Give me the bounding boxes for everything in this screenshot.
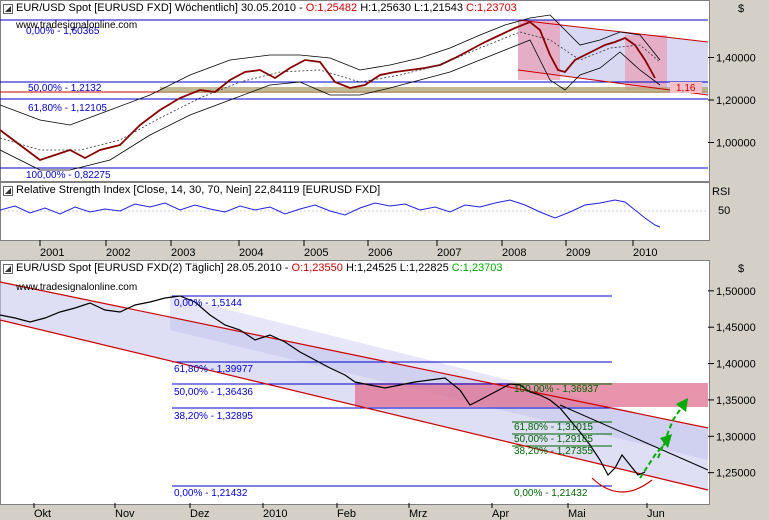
trend-line	[559, 404, 709, 471]
y-tick-label: 1,35000	[716, 395, 756, 407]
y-tick-label: 1,50000	[716, 286, 756, 298]
month-tick-label: 2010	[263, 508, 287, 520]
projection-arrow	[657, 403, 685, 459]
year-tick-label: 2010	[633, 247, 657, 259]
rsi-tick: 50	[718, 205, 730, 217]
y-tick-label: 1,45000	[716, 322, 756, 334]
year-tick-label: 2005	[304, 247, 328, 259]
year-tick-label: 2002	[106, 247, 130, 259]
fib-label-green: 50,00% - 1,29185	[514, 434, 593, 445]
fib-label: 38,20% - 1,32895	[174, 411, 253, 422]
price-tag-label: 1,16	[676, 83, 696, 94]
month-tick-label: Mrz	[409, 508, 427, 520]
year-tick-label: 2003	[171, 247, 195, 259]
fib-label: 50,00% - 1,36436	[174, 387, 253, 398]
year-tick-label: 2009	[566, 247, 590, 259]
channel-line	[0, 281, 709, 429]
y-tick-label: 1,00000	[716, 138, 756, 150]
envelope-upper	[0, 14, 661, 126]
weekly-price-line	[0, 20, 656, 162]
fib-label-green: 61,80% - 1,31015	[514, 422, 593, 433]
bottom-arc	[591, 477, 653, 493]
year-tick-label: 2007	[437, 247, 461, 259]
fib-label-green: 0,00% - 1,21432	[514, 488, 588, 499]
month-tick-label: Feb	[337, 508, 356, 520]
currency-label: $	[738, 3, 744, 15]
fib-label: 0,00% - 1,60365	[26, 26, 100, 37]
currency-label: $	[738, 263, 744, 275]
month-tick-label: Mai	[568, 508, 586, 520]
channel-line	[517, 19, 709, 43]
panel-expand-icon[interactable]: ◢	[3, 264, 13, 274]
rsi-chart: RSI 50	[0, 186, 730, 228]
fib-label: 61,80% - 1,39977	[174, 364, 253, 375]
channel-shade-upper	[170, 295, 708, 460]
fib-label-green: 38,20% - 1,27355	[514, 446, 593, 457]
watermark: www.tradesignalonline.com	[15, 20, 137, 31]
channel-shade	[0, 282, 708, 490]
arrow-head-icon	[676, 398, 688, 412]
year-tick-label: 2004	[239, 247, 263, 259]
year-tick-label: 2001	[40, 247, 64, 259]
panel-expand-icon[interactable]: ◢	[3, 186, 13, 196]
y-tick-label: 1,30000	[716, 431, 756, 443]
rsi-panel[interactable]	[0, 182, 710, 241]
year-tick-label: 2008	[502, 247, 526, 259]
rsi-title: Relative Strength Index [Close, 14, 30, …	[16, 184, 381, 196]
month-tick-label: Apr	[492, 508, 509, 520]
rsi-axis-label: RSI	[712, 186, 730, 198]
envelope-lower	[0, 39, 661, 171]
fib-label: 0,00% - 1,5144	[174, 298, 242, 309]
fib-label: 50,00% - 1,2132	[28, 83, 102, 94]
y-tick-label: 1,25000	[716, 468, 756, 480]
month-tick-label: Jun	[647, 508, 665, 520]
fib-label: 61,80% - 1,12105	[28, 103, 107, 114]
year-axis: 2001 2002 2003 2004 2005 2006 2007 2008 2009 2010	[39, 240, 657, 259]
y-tick-label: 1,40000	[716, 359, 756, 371]
daily-price-line	[0, 295, 646, 476]
month-axis: Okt Nov Dez 2010 Feb Mrz Apr Mai Jun	[33, 503, 665, 520]
daily-chart: www.tradesignalonline.com 0,00% - 1,5144…	[0, 263, 756, 499]
resistance-zone	[355, 383, 708, 407]
support-band	[160, 87, 708, 93]
watermark: www.tradesignalonline.com	[15, 282, 137, 293]
y-tick-label: 1,20000	[716, 95, 756, 107]
projection-arrow	[639, 439, 669, 479]
price-tag	[670, 82, 702, 93]
panel-expand-icon[interactable]: ◢	[3, 4, 13, 14]
month-tick-label: Okt	[34, 508, 51, 520]
fib-label: 0,00% - 1,21432	[174, 488, 248, 499]
arrow-head-icon	[660, 434, 672, 448]
weekly-chart-title: EUR/USD Spot [EURUSD FXD] Wöchentlich] 3…	[16, 2, 517, 14]
channel-line	[0, 319, 709, 491]
rsi-line	[0, 199, 661, 228]
year-tick-label: 2006	[368, 247, 392, 259]
fib-label-green: 100,00% - 1,36937	[514, 384, 599, 395]
y-tick-label: 1,40000	[716, 53, 756, 65]
month-tick-label: Nov	[115, 508, 135, 520]
fib-label: 100,00% - 0,82275	[26, 170, 111, 181]
month-tick-label: Dez	[190, 508, 210, 520]
daily-chart-title: EUR/USD Spot [EURUSD FXD(2) Täglich] 28.…	[16, 262, 503, 274]
weekly-chart: 0,00% - 1,60365 50,00% - 1,2132 61,80% -…	[0, 3, 756, 181]
